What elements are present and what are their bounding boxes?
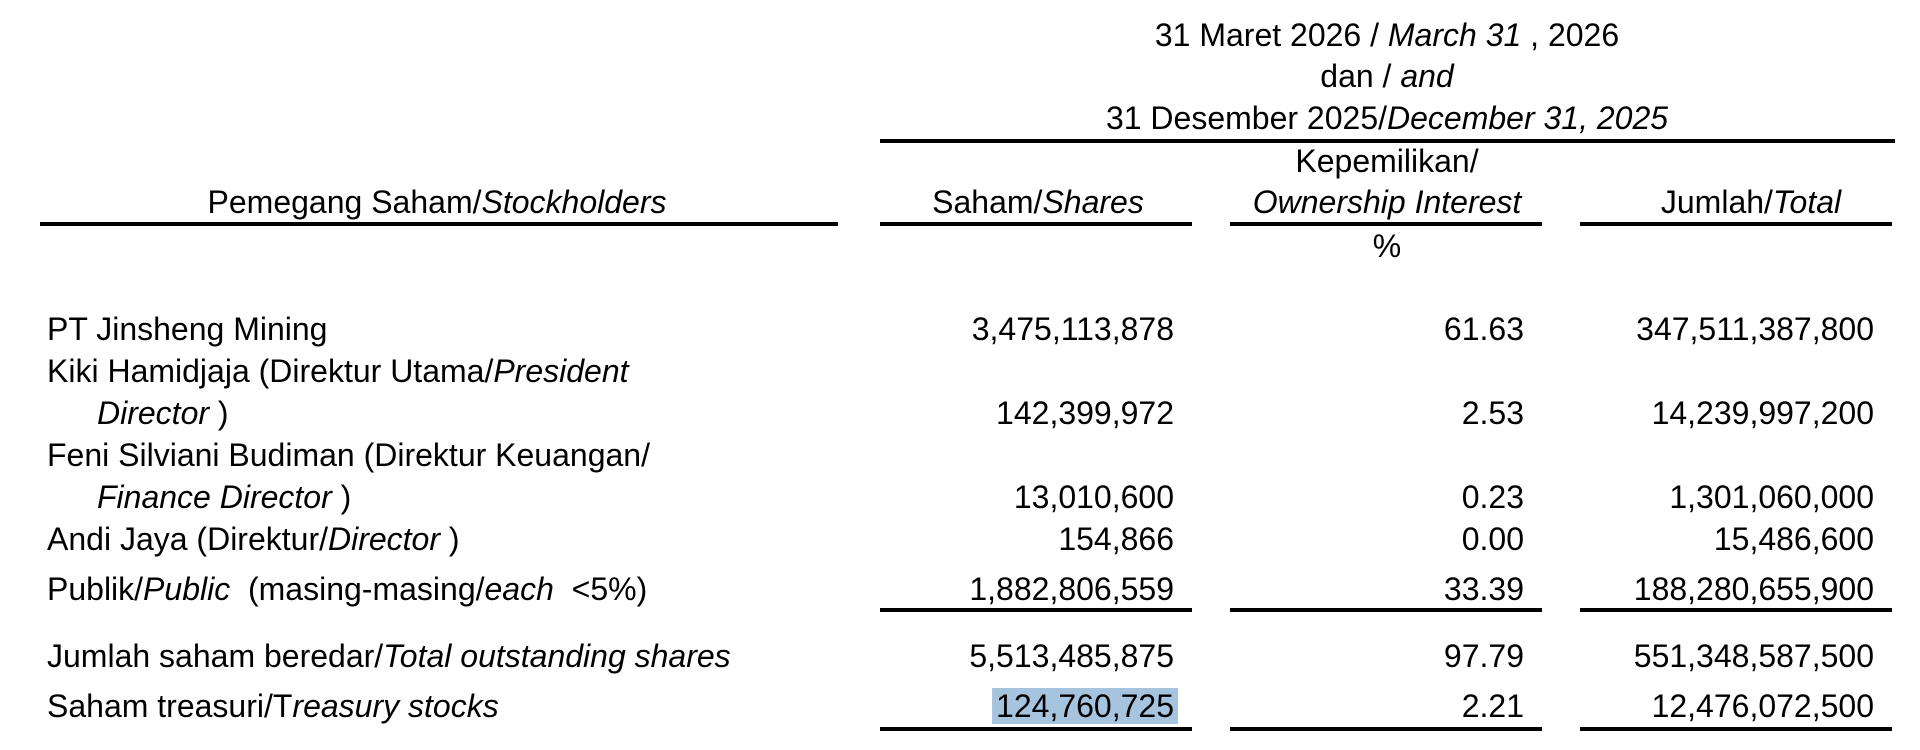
summary-label: Jumlah saham beredar/Total outstanding s… <box>47 638 731 674</box>
row-stockholder-name-continued: Finance Director ) <box>97 479 352 515</box>
row-ownership: 2.53 <box>1461 395 1524 431</box>
footer-underline-ownership <box>1230 727 1542 731</box>
row-stockholder-name: Andi Jaya (Direktur/Director ) <box>47 521 460 557</box>
row-ownership: 0.00 <box>1461 521 1524 557</box>
column-header-stockholders: Pemegang Saham/Stockholders <box>207 184 667 220</box>
period-underline <box>880 139 1895 143</box>
row-stockholder-name: PT Jinsheng Mining <box>47 311 328 347</box>
row-total: 188,280,655,900 <box>1633 571 1874 607</box>
period-line-3: 31 Desember 2025/December 31, 2025 <box>1105 100 1669 136</box>
row-total: 15,486,600 <box>1713 521 1874 557</box>
row-shares: 154,866 <box>1058 521 1174 557</box>
header-underline-shares <box>880 222 1192 226</box>
subtotal-underline-shares <box>880 608 1192 612</box>
row-shares: 13,010,600 <box>1013 479 1174 515</box>
header-underline-total <box>1580 222 1892 226</box>
row-ownership: 61.63 <box>1443 311 1524 347</box>
row-ownership: 0.23 <box>1461 479 1524 515</box>
row-total: 347,511,387,800 <box>1636 311 1874 347</box>
row-stockholder-name: Feni Silviani Budiman (Direktur Keuangan… <box>47 437 650 473</box>
row-shares: 3,475,113,878 <box>971 311 1174 347</box>
ownership-unit: % <box>1372 228 1402 264</box>
header-underline-stockholders <box>40 222 838 226</box>
row-stockholder-name-continued: Director ) <box>97 395 229 431</box>
header-underline-ownership <box>1230 222 1542 226</box>
summary-shares: 5,513,485,875 <box>969 638 1174 674</box>
column-header-ownership-line1: Kepemilikan/ <box>1295 143 1479 179</box>
period-line-1: 31 Maret 2026 / March 31 , 2026 <box>1154 17 1620 53</box>
column-header-ownership-line2: Ownership Interest <box>1252 184 1522 220</box>
column-header-shares: Saham/Shares <box>932 184 1144 220</box>
row-total: 14,239,997,200 <box>1651 395 1874 431</box>
summary-label: Saham treasuri/Treasury stocks <box>47 688 499 724</box>
footer-underline-shares <box>880 727 1192 731</box>
summary-ownership: 2.21 <box>1461 688 1524 724</box>
footer-underline-total <box>1580 727 1892 731</box>
row-stockholder-name: Publik/Public (masing-masing/each <5%) <box>47 571 648 607</box>
summary-shares-selected[interactable]: 124,760,725 <box>992 687 1178 725</box>
subtotal-underline-ownership <box>1230 608 1542 612</box>
column-header-total: Jumlah/Total <box>1660 184 1842 220</box>
row-shares: 142,399,972 <box>996 395 1174 431</box>
summary-total: 12,476,072,500 <box>1651 688 1874 724</box>
summary-ownership: 97.79 <box>1443 638 1524 674</box>
summary-total: 551,348,587,500 <box>1633 638 1874 674</box>
subtotal-underline-total <box>1580 608 1892 612</box>
row-ownership: 33.39 <box>1443 571 1524 607</box>
row-total: 1,301,060,000 <box>1669 479 1874 515</box>
selection-highlight[interactable]: 124,760,725 <box>992 688 1178 724</box>
row-stockholder-name: Kiki Hamidjaja (Direktur Utama/President <box>47 353 629 389</box>
period-line-2: dan / and <box>1320 58 1454 94</box>
row-shares: 1,882,806,559 <box>969 571 1174 607</box>
